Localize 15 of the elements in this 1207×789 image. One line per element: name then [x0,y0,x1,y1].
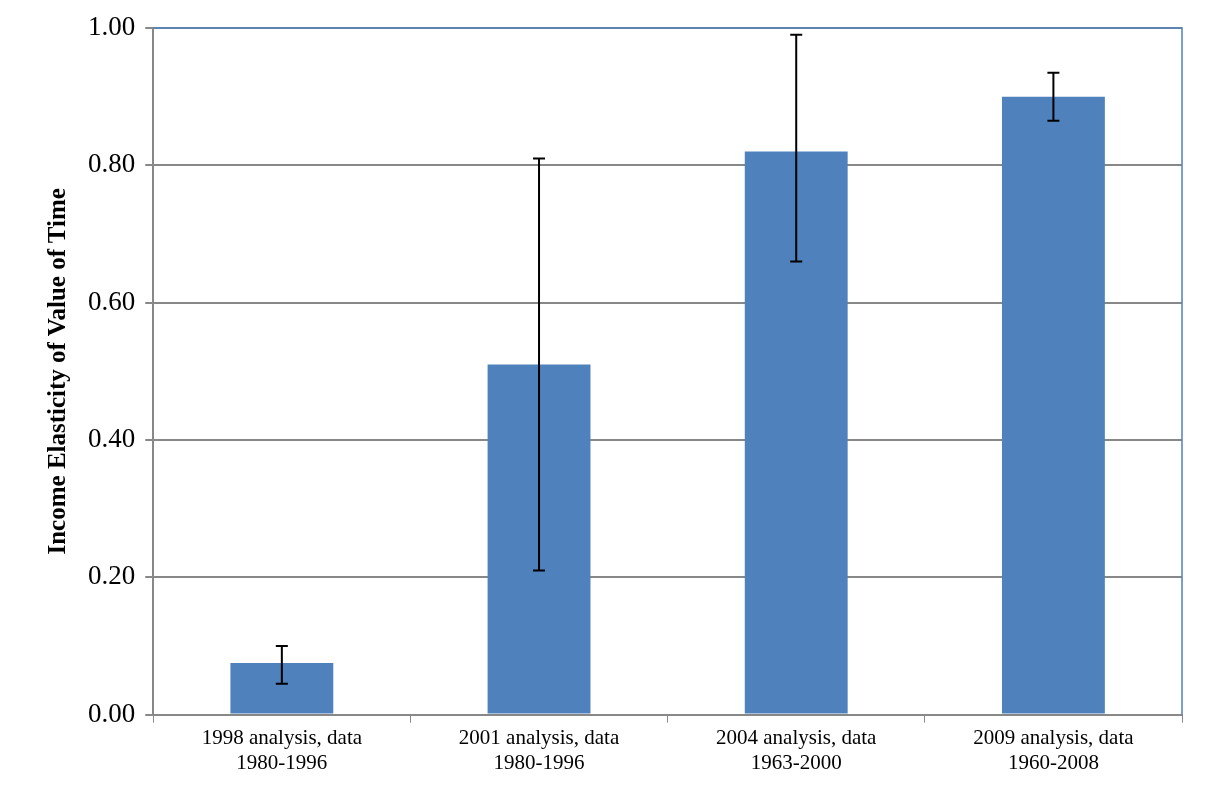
bar [487,364,591,714]
y-tick-label: 0.60 [88,285,136,316]
x-tick-label: 2001 analysis, data 1980-1996 [458,724,620,774]
bar [744,151,848,714]
y-tick-label: 1.00 [88,11,136,42]
x-tick-label: 2004 analysis, data 1963-2000 [716,724,878,774]
y-tick-label: 0.00 [88,697,136,728]
y-tick-label: 0.80 [88,148,136,179]
bar [230,663,334,714]
y-tick-label: 0.40 [88,423,136,454]
y-tick-label: 0.20 [88,560,136,591]
x-tick-label: 2009 analysis, data 1960-2008 [973,724,1135,774]
x-tick-label: 1998 analysis, data 1980-1996 [201,724,363,774]
y-axis-title: Income Elasticity of Value of Time [43,188,71,555]
bar [1001,96,1105,714]
